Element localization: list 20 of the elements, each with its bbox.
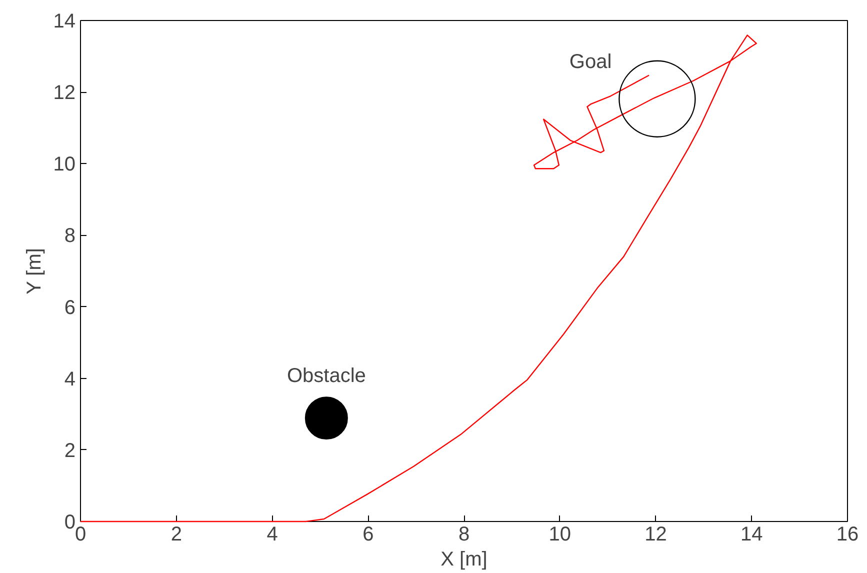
y-tick-label: 12	[53, 82, 76, 104]
y-tick-label: 10	[53, 154, 76, 176]
line-series	[80, 34, 758, 522]
x-tick-label: 12	[644, 524, 667, 546]
x-tick-label: 8	[458, 524, 470, 546]
annotation: Goal	[569, 51, 612, 74]
x-tick-label: 14	[740, 524, 763, 546]
y-axis-title: Y [m]	[23, 248, 46, 294]
x-tick-label: 16	[836, 524, 859, 546]
x-axis-title: X [m]	[440, 548, 488, 570]
x-tick-label: 6	[362, 524, 374, 546]
x-tick-label: 2	[170, 524, 182, 546]
annotation: Obstacle	[286, 365, 366, 388]
y-tick-label: 2	[64, 440, 76, 462]
y-tick-label: 8	[64, 225, 76, 248]
y-tick-label: 14	[53, 10, 76, 32]
x-tick-label: 10	[548, 524, 571, 546]
y-tick-label: 4	[64, 368, 76, 390]
x-tick-label: 4	[266, 524, 278, 546]
y-tick-label: 6	[64, 296, 76, 319]
